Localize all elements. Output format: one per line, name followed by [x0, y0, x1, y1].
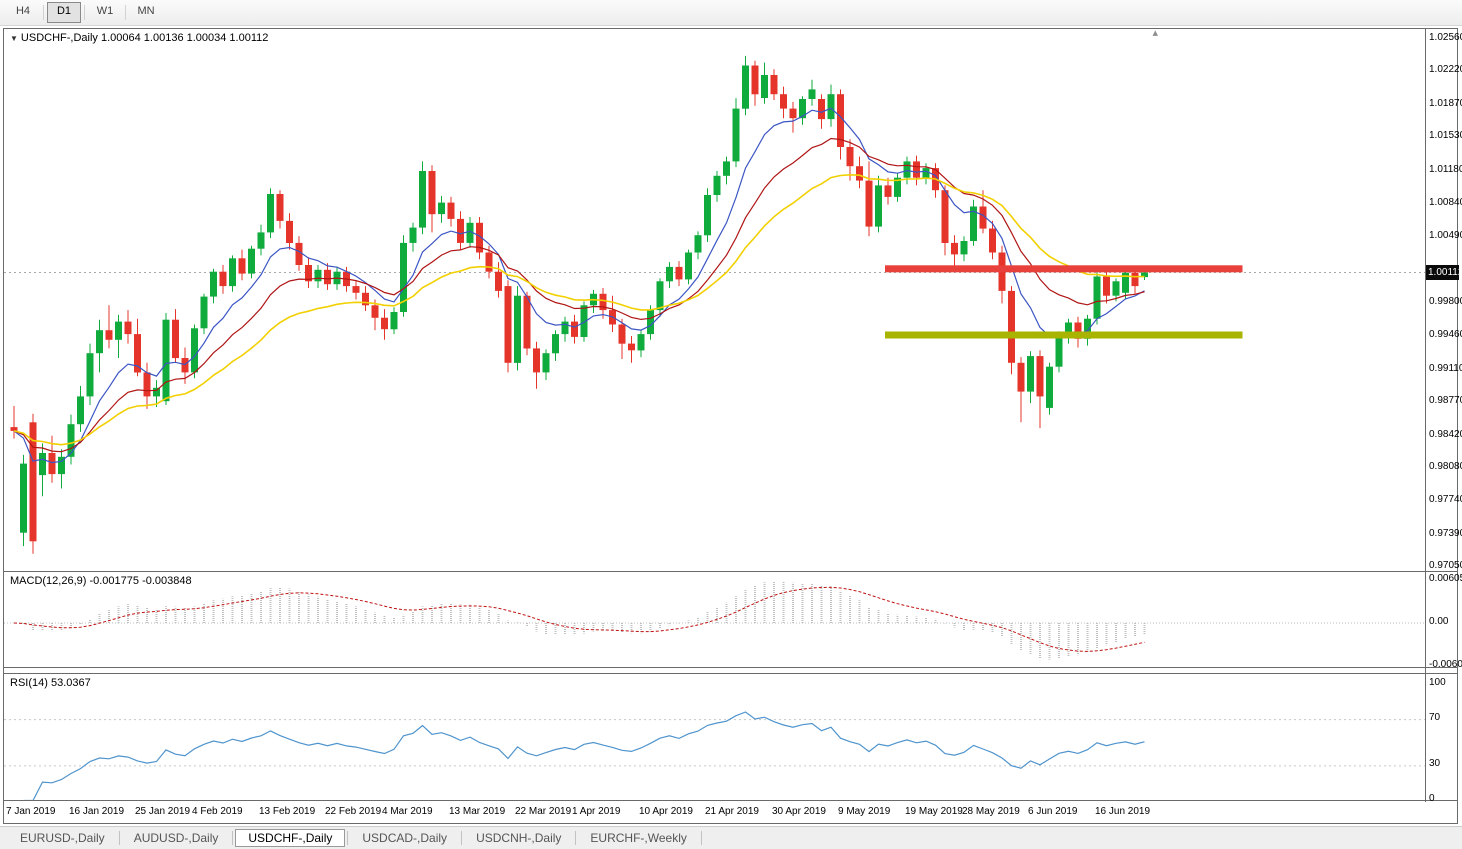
main-chart-canvas[interactable] — [4, 29, 1425, 571]
price-axis-label: 0.99110 — [1429, 363, 1462, 374]
rsi-title: RSI(14) 53.0367 — [10, 677, 91, 689]
date-label: 25 Jan 2019 — [135, 806, 191, 817]
chart-tab-usdcad-daily[interactable]: USDCAD-,Daily — [362, 831, 448, 845]
tab-divider — [232, 831, 234, 845]
date-label: 4 Feb 2019 — [192, 806, 243, 817]
macd-histogram — [22, 581, 1146, 660]
time-axis[interactable]: 7 Jan 2019 16 Jan 2019 25 Jan 2019 4 Feb 20… — [4, 802, 1425, 824]
date-label: 28 May 2019 — [962, 806, 1020, 817]
price-axis-label: 0.98770 — [1429, 395, 1462, 406]
chart-tab-eurusd-daily[interactable]: EURUSD-,Daily — [20, 831, 105, 845]
rsi-axis-label: 0 — [1429, 793, 1435, 804]
price-axis-label: 0.97390 — [1429, 528, 1462, 539]
price-axis-label: 0.98420 — [1429, 429, 1462, 440]
price-axis-label: 0.99460 — [1429, 329, 1462, 340]
date-label: 16 Jun 2019 — [1095, 806, 1151, 817]
support-line-object[interactable] — [885, 331, 1243, 339]
autoscroll-marker-icon: ▴ — [1152, 29, 1159, 39]
chart-tab-usdchf-daily[interactable]: USDCHF-,Daily — [235, 829, 346, 847]
price-axis-label: 0.98080 — [1429, 461, 1462, 472]
ma-fast-line — [13, 107, 1145, 464]
date-label: 1 Apr 2019 — [572, 806, 621, 817]
date-label: 19 May 2019 — [905, 806, 963, 817]
date-label: 30 Apr 2019 — [772, 806, 826, 817]
date-label: 13 Mar 2019 — [449, 806, 506, 817]
date-label: 13 Feb 2019 — [259, 806, 316, 817]
timeframe-toolbar: H4 D1 W1 MN — [0, 0, 1462, 26]
macd-axis-label: 0.00 — [1429, 616, 1449, 627]
macd-signal-line — [13, 586, 1145, 652]
date-label: 22 Feb 2019 — [325, 806, 382, 817]
candles-series — [10, 55, 1148, 554]
rsi-line — [23, 711, 1145, 800]
date-label: 7 Jan 2019 — [6, 806, 56, 817]
price-axis-label: 0.99800 — [1429, 296, 1462, 307]
chart-title-text: USDCHF-,Daily 1.00064 1.00136 1.00034 1.… — [20, 32, 269, 44]
timeframe-button-d1[interactable]: D1 — [47, 2, 81, 23]
axis-divider — [1425, 29, 1426, 802]
ma-mid-line — [13, 137, 1145, 453]
date-label: 4 Mar 2019 — [382, 806, 433, 817]
rsi-axis-label: 100 — [1429, 677, 1446, 688]
price-axis-label: 1.00840 — [1429, 197, 1462, 208]
date-label: 10 Apr 2019 — [639, 806, 693, 817]
chart-window: ▼ USDCHF-,Daily 1.00064 1.00136 1.00034 1… — [3, 28, 1462, 824]
tab-divider — [700, 831, 702, 845]
rsi-axis-label: 70 — [1429, 712, 1441, 723]
rsi-pane[interactable]: RSI(14) 53.0367 — [4, 673, 1457, 801]
chart-tab-usdcnh-daily[interactable]: USDCNH-,Daily — [476, 831, 562, 845]
date-label: 6 Jun 2019 — [1028, 806, 1078, 817]
toolbar-separator — [125, 5, 126, 20]
toolbar-separator — [84, 5, 85, 20]
price-axis-label: 1.01180 — [1429, 164, 1462, 175]
macd-canvas[interactable] — [4, 572, 1425, 667]
timeframe-button-h4[interactable]: H4 — [15, 5, 31, 17]
macd-pane[interactable]: MACD(12,26,9) -0.001775 -0.003848 — [4, 572, 1457, 668]
price-axis-label: 0.97740 — [1429, 494, 1462, 505]
price-axis-label: 1.02560 — [1429, 32, 1462, 43]
tab-divider — [575, 831, 577, 845]
price-axis-label: 0.97050 — [1429, 560, 1462, 571]
price-pane[interactable]: ▼ USDCHF-,Daily 1.00064 1.00136 1.00034 1… — [4, 29, 1457, 572]
date-label: 21 Apr 2019 — [705, 806, 759, 817]
toolbar-separator — [43, 5, 44, 20]
date-label: 22 Mar 2019 — [515, 806, 572, 817]
rsi-canvas[interactable] — [4, 674, 1425, 800]
macd-axis-label: -0.006096 — [1429, 659, 1462, 670]
chart-menu-icon: ▼ — [10, 34, 18, 43]
ma-slow-line — [13, 173, 1145, 446]
timeframe-button-mn[interactable]: MN — [137, 5, 155, 17]
price-axis-label: 1.02220 — [1429, 64, 1462, 75]
rsi-axis-label: 30 — [1429, 758, 1441, 769]
timeframe-button-w1[interactable]: W1 — [96, 5, 114, 17]
macd-title: MACD(12,26,9) -0.001775 -0.003848 — [10, 575, 192, 587]
chart-tab-audusd-daily[interactable]: AUDUSD-,Daily — [133, 831, 219, 845]
tab-divider — [118, 831, 120, 845]
price-axis-label: 1.01870 — [1429, 98, 1462, 109]
tab-divider — [461, 831, 463, 845]
macd-axis-label: 0.006058 — [1429, 573, 1462, 584]
tab-divider — [347, 831, 349, 845]
date-label: 9 May 2019 — [838, 806, 891, 817]
date-label: 16 Jan 2019 — [69, 806, 125, 817]
current-price-badge: 1.00112 — [1426, 265, 1462, 280]
chart-tabs-bar: EURUSD-,Daily AUDUSD-,Daily USDCHF-,Daily U… — [0, 826, 1462, 849]
price-axis-label: 1.01530 — [1429, 130, 1462, 141]
chart-tab-eurchf-weekly[interactable]: EURCHF-,Weekly — [590, 831, 687, 845]
resistance-line-object[interactable] — [885, 265, 1243, 273]
price-axis-label: 1.00490 — [1429, 230, 1462, 241]
price-axis[interactable]: 1.02560 1.02220 1.01870 1.01530 1.01180 1.008… — [1426, 29, 1462, 819]
chart-title: ▼ USDCHF-,Daily 1.00064 1.00136 1.00034 1… — [10, 32, 268, 44]
